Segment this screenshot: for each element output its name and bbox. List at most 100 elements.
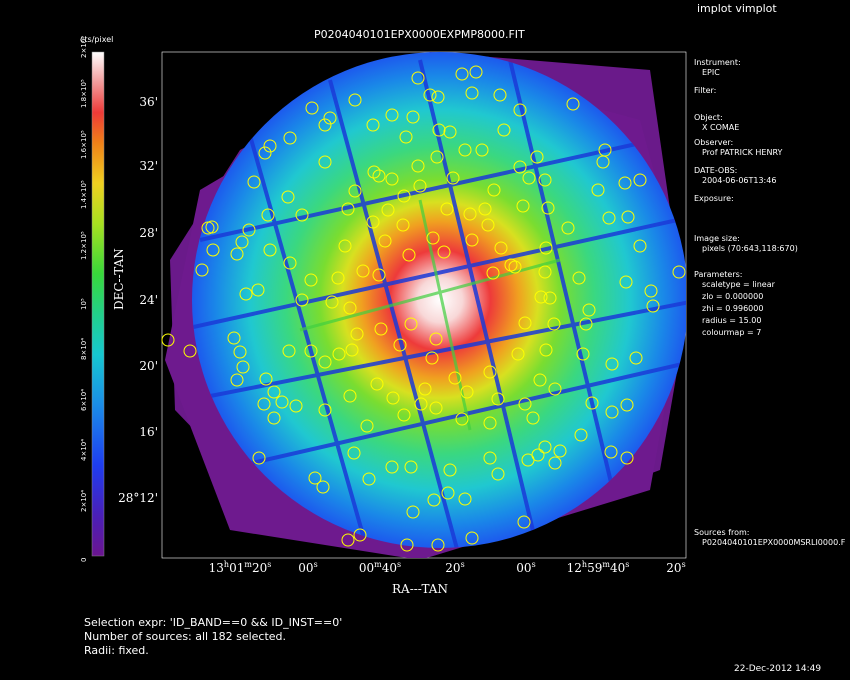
source-circle bbox=[183, 344, 197, 358]
x-tick-label: 00s bbox=[516, 560, 536, 575]
x-tick-label: 12h59m40s bbox=[566, 560, 630, 575]
source-circle bbox=[263, 243, 277, 257]
info-label: Parameters: bbox=[694, 270, 743, 279]
source-circle bbox=[282, 344, 296, 358]
timestamp: 22-Dec-2012 14:49 bbox=[734, 664, 822, 674]
source-circle bbox=[318, 355, 332, 369]
source-circle bbox=[602, 211, 616, 225]
source-circle bbox=[347, 446, 361, 460]
source-circle bbox=[338, 239, 352, 253]
source-circle bbox=[374, 322, 388, 336]
source-circle bbox=[539, 343, 553, 357]
source-circle bbox=[522, 171, 536, 185]
source-circle bbox=[548, 456, 562, 470]
source-circle bbox=[458, 492, 472, 506]
y-tick-label: 20' bbox=[139, 359, 158, 373]
source-circle bbox=[201, 221, 215, 235]
source-circle bbox=[381, 203, 395, 217]
source-circle bbox=[295, 293, 309, 307]
source-circle bbox=[633, 173, 647, 187]
source-circle bbox=[646, 299, 660, 313]
source-circle bbox=[411, 159, 425, 173]
source-circle bbox=[621, 210, 635, 224]
source-circle bbox=[353, 528, 367, 542]
source-circle bbox=[543, 291, 557, 305]
source-circle bbox=[316, 480, 330, 494]
source-circle bbox=[239, 287, 253, 301]
source-circle bbox=[633, 239, 647, 253]
selection-expression: Selection expr: 'ID_BAND==0 && ID_INST==… bbox=[84, 616, 343, 629]
source-circle bbox=[332, 347, 346, 361]
source-circle bbox=[455, 67, 469, 81]
info-value: P0204040101EPX0000MSRLI0000.F bbox=[702, 538, 846, 547]
info-value: Prof PATRICK HENRY bbox=[702, 148, 783, 157]
source-circle bbox=[366, 118, 380, 132]
colorbar-tick-label: 2×10⁵ bbox=[80, 35, 88, 58]
source-circle bbox=[386, 391, 400, 405]
source-circle bbox=[404, 460, 418, 474]
source-circle bbox=[367, 165, 381, 179]
source-circle bbox=[531, 448, 545, 462]
source-circle bbox=[308, 471, 322, 485]
info-value: EPIC bbox=[702, 68, 720, 77]
info-label: Filter: bbox=[694, 86, 717, 95]
source-circle bbox=[227, 331, 241, 345]
source-circle bbox=[372, 169, 386, 183]
source-circle bbox=[230, 247, 244, 261]
source-circle bbox=[465, 531, 479, 545]
colorbar-tick-label: 2×10⁴ bbox=[80, 489, 88, 512]
source-circle bbox=[304, 344, 318, 358]
source-circle bbox=[251, 283, 265, 297]
info-label: Observer: bbox=[694, 138, 734, 147]
source-circle bbox=[440, 202, 454, 216]
source-circle bbox=[539, 241, 553, 255]
info-param-line: colourmap = 7 bbox=[702, 328, 762, 337]
info-label: Image size: bbox=[694, 234, 740, 243]
source-circle bbox=[533, 373, 547, 387]
source-circle bbox=[547, 317, 561, 331]
source-circle bbox=[463, 207, 477, 221]
source-circle bbox=[331, 271, 345, 285]
source-circle bbox=[378, 234, 392, 248]
source-circle bbox=[513, 160, 527, 174]
colorbar-tick-label: 1.4×10⁵ bbox=[80, 180, 88, 210]
y-tick-label: 28' bbox=[139, 226, 158, 240]
source-circle bbox=[465, 86, 479, 100]
info-param-line: zhi = 0.996000 bbox=[702, 304, 764, 313]
source-circle bbox=[497, 123, 511, 137]
y-axis-label: DEC--TAN bbox=[112, 248, 126, 310]
source-circle bbox=[605, 357, 619, 371]
y-tick-label: 32' bbox=[139, 159, 158, 173]
source-circle bbox=[397, 408, 411, 422]
source-circle bbox=[343, 389, 357, 403]
source-circle bbox=[513, 103, 527, 117]
source-circle bbox=[620, 451, 634, 465]
app-title: implot vimplot bbox=[697, 2, 777, 15]
source-circle bbox=[538, 265, 552, 279]
source-circle bbox=[304, 273, 318, 287]
source-circle bbox=[385, 108, 399, 122]
source-circle bbox=[491, 467, 505, 481]
source-circle bbox=[437, 245, 451, 259]
source-circle bbox=[629, 351, 643, 365]
colorbar-tick-label: 8×10⁴ bbox=[80, 338, 88, 361]
info-label: Instrument: bbox=[694, 58, 741, 67]
colorbar-tick-label: 1.2×10⁵ bbox=[80, 230, 88, 260]
colorbar-tick-label: 10⁵ bbox=[80, 298, 88, 310]
info-param-line: radius = 15.00 bbox=[702, 316, 762, 325]
source-circle bbox=[406, 505, 420, 519]
x-tick-label: 20s bbox=[445, 560, 465, 575]
source-circle bbox=[360, 419, 374, 433]
source-circle bbox=[362, 472, 376, 486]
source-circle bbox=[370, 377, 384, 391]
source-circle bbox=[618, 176, 632, 190]
source-circle bbox=[518, 316, 532, 330]
source-circle bbox=[427, 493, 441, 507]
source-circle bbox=[400, 538, 414, 552]
x-tick-label: 20s bbox=[666, 560, 686, 575]
source-circle bbox=[425, 351, 439, 365]
source-circle bbox=[582, 303, 596, 317]
info-param-line: scaletype = linear bbox=[702, 280, 775, 289]
colorbar-tick-label: 6×10⁴ bbox=[80, 388, 88, 411]
source-circle bbox=[486, 266, 500, 280]
